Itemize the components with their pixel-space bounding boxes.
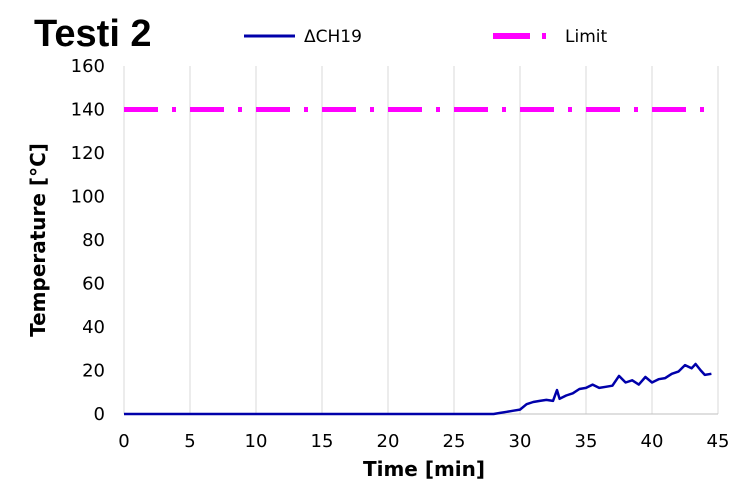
y-tick-label: 160 xyxy=(71,56,105,77)
y-tick-label: 120 xyxy=(71,143,105,164)
x-tick-label: 25 xyxy=(443,431,466,452)
x-tick-label: 15 xyxy=(311,431,334,452)
x-tick-label: 40 xyxy=(641,431,664,452)
x-tick-label: 35 xyxy=(575,431,598,452)
gridlines xyxy=(123,66,719,414)
y-tick-label: 20 xyxy=(82,361,105,382)
x-tick-labels: 0 5 10 15 20 25 30 35 40 45 xyxy=(118,431,729,452)
y-tick-label: 100 xyxy=(71,187,105,208)
legend: ΔCH19 Limit xyxy=(244,27,607,47)
x-tick-label: 45 xyxy=(707,431,730,452)
y-tick-label: 60 xyxy=(82,274,105,295)
series-lines xyxy=(124,107,718,416)
legend-label-limit: Limit xyxy=(565,27,607,47)
x-tick-label: 10 xyxy=(245,431,268,452)
x-tick-label: 30 xyxy=(509,431,532,452)
chart-title: Testi 2 xyxy=(34,13,152,55)
x-tick-label: 5 xyxy=(184,431,195,452)
y-tick-label: 0 xyxy=(94,404,105,425)
y-tick-label: 80 xyxy=(82,230,105,251)
series-line-dch19 xyxy=(124,362,712,416)
y-tick-label: 140 xyxy=(71,100,105,121)
legend-label-dch19: ΔCH19 xyxy=(304,27,362,47)
x-tick-label: 20 xyxy=(377,431,400,452)
y-tick-label: 40 xyxy=(82,317,105,338)
y-axis-title: Temperature [°C] xyxy=(26,143,50,337)
y-tick-labels: 0 20 40 60 80 100 120 140 160 xyxy=(71,56,105,425)
x-tick-label: 0 xyxy=(118,431,129,452)
x-axis-title: Time [min] xyxy=(363,457,485,481)
